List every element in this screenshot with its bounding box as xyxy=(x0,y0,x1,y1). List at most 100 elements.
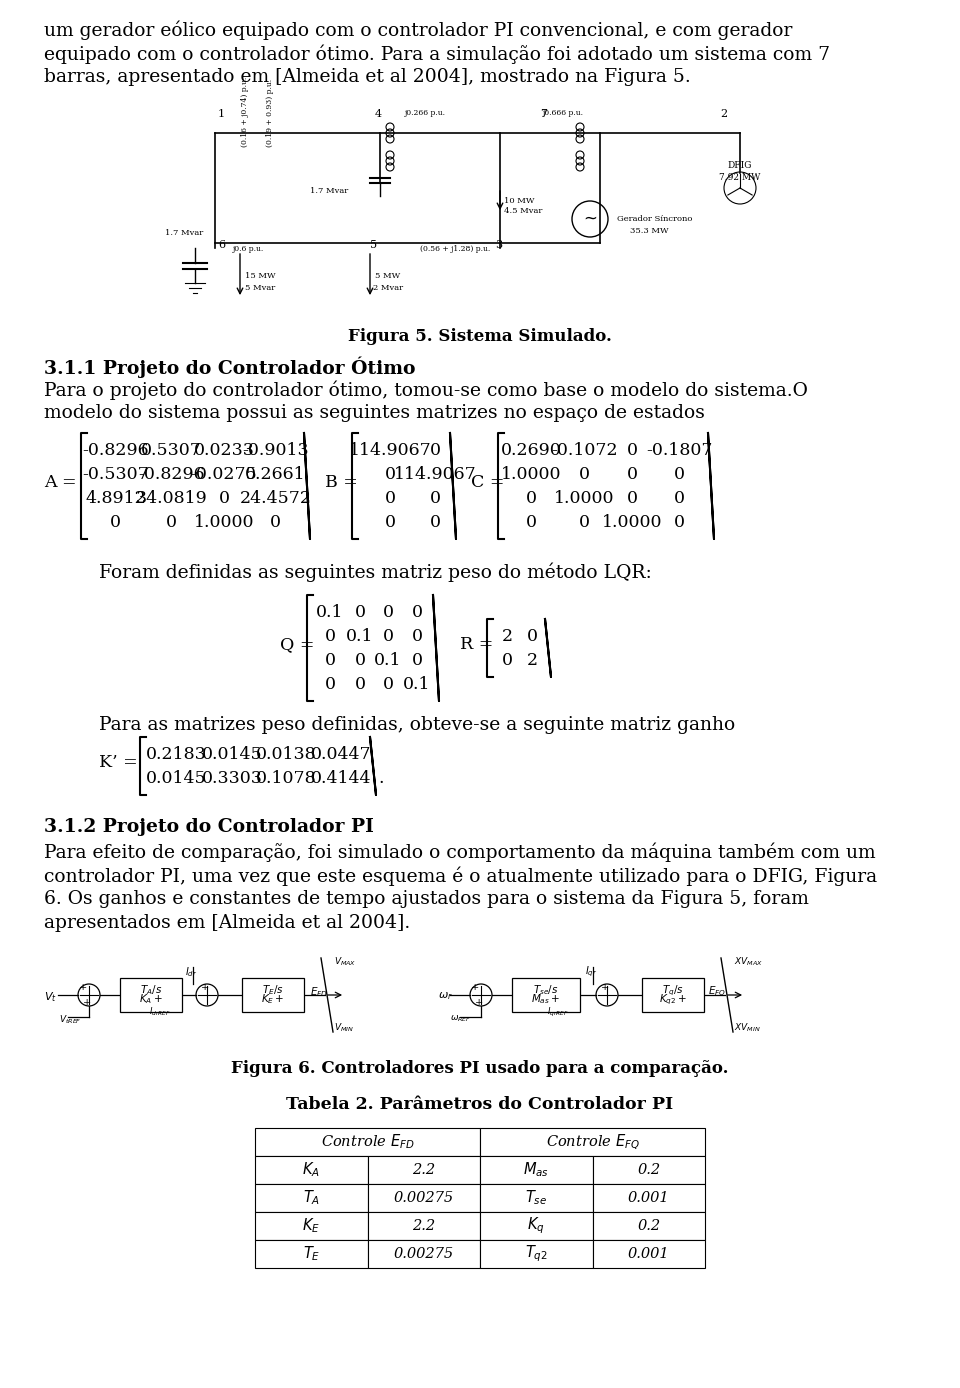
Text: 0.2690: 0.2690 xyxy=(500,441,562,458)
Text: $E_{FD}$: $E_{FD}$ xyxy=(310,985,328,999)
Text: Figura 6. Controladores PI usado para a comparação.: Figura 6. Controladores PI usado para a … xyxy=(231,1060,729,1077)
Text: 2 Mvar: 2 Mvar xyxy=(373,285,403,291)
Text: 3.1.2 Projeto do Controlador PI: 3.1.2 Projeto do Controlador PI xyxy=(44,818,373,836)
Bar xyxy=(480,1184,592,1212)
Bar xyxy=(512,979,580,1012)
Text: 2: 2 xyxy=(526,651,538,669)
Text: Figura 5. Sistema Simulado.: Figura 5. Sistema Simulado. xyxy=(348,328,612,346)
Text: Gerador Síncrono: Gerador Síncrono xyxy=(617,215,692,223)
Text: $T_E$: $T_E$ xyxy=(302,1245,320,1263)
Text: -0.0275: -0.0275 xyxy=(191,465,257,483)
Text: 0.0233: 0.0233 xyxy=(194,441,254,458)
Text: $I_{qrREF}$: $I_{qrREF}$ xyxy=(547,1006,569,1019)
Text: 1.7 Mvar: 1.7 Mvar xyxy=(165,229,204,237)
Text: 2.2: 2.2 xyxy=(412,1163,435,1177)
Text: Para efeito de comparação, foi simulado o comportamento da máquina também com um: Para efeito de comparação, foi simulado … xyxy=(44,843,876,862)
Text: 0: 0 xyxy=(385,490,396,507)
Text: 1: 1 xyxy=(218,110,226,119)
Text: Q =: Q = xyxy=(280,636,315,652)
Text: Tabela 2. Parâmetros do Controlador PI: Tabela 2. Parâmetros do Controlador PI xyxy=(286,1097,674,1113)
Text: 1.0000: 1.0000 xyxy=(554,490,614,507)
Text: $\omega_r$: $\omega_r$ xyxy=(438,990,453,1002)
Text: 114.9067: 114.9067 xyxy=(394,465,476,483)
Text: $XV_{MIN}$: $XV_{MIN}$ xyxy=(734,1022,760,1034)
Text: $M_{as}$: $M_{as}$ xyxy=(523,1160,549,1180)
Text: C =: C = xyxy=(471,473,505,491)
Text: (0.19 + 0.93) p.u.: (0.19 + 0.93) p.u. xyxy=(266,79,274,147)
Bar xyxy=(642,979,704,1012)
Text: 0.0145: 0.0145 xyxy=(146,769,206,787)
Text: Para o projeto do controlador ótimo, tomou-se como base o modelo do sistema.O: Para o projeto do controlador ótimo, tom… xyxy=(44,380,808,400)
Text: $T_q/s$: $T_q/s$ xyxy=(662,983,684,998)
Text: 6. Os ganhos e constantes de tempo ajustados para o sistema da Figura 5, foram: 6. Os ganhos e constantes de tempo ajust… xyxy=(44,890,809,908)
Text: 0.4144: 0.4144 xyxy=(311,769,372,787)
Text: $M_{as} +$: $M_{as} +$ xyxy=(532,992,561,1006)
Text: $T_A$: $T_A$ xyxy=(302,1188,320,1208)
Text: 4: 4 xyxy=(375,110,382,119)
Text: 114.9067: 114.9067 xyxy=(348,441,431,458)
Text: $V_{MIN}$: $V_{MIN}$ xyxy=(334,1022,354,1034)
Text: $V_{MAX}$: $V_{MAX}$ xyxy=(334,955,356,967)
Text: 0.5307: 0.5307 xyxy=(141,441,202,458)
Text: 0: 0 xyxy=(674,514,685,530)
Text: $V_{tREF}$: $V_{tREF}$ xyxy=(59,1013,82,1026)
Bar xyxy=(368,1239,480,1269)
Text: 0.1: 0.1 xyxy=(316,604,344,620)
Text: 0: 0 xyxy=(429,514,441,530)
Bar xyxy=(255,1128,480,1156)
Text: 0.2183: 0.2183 xyxy=(146,745,206,762)
Text: 1.7 Mvar: 1.7 Mvar xyxy=(310,187,348,194)
Text: +: + xyxy=(475,998,483,1008)
Text: $XV_{MAX}$: $XV_{MAX}$ xyxy=(734,955,763,967)
Text: +: + xyxy=(79,983,87,992)
Bar xyxy=(592,1212,705,1239)
Text: 0.2: 0.2 xyxy=(637,1219,660,1233)
Text: 0.1: 0.1 xyxy=(374,651,401,669)
Text: 7: 7 xyxy=(540,110,547,119)
Text: $K_E$: $K_E$ xyxy=(302,1217,321,1235)
Text: $E_{FQ}$: $E_{FQ}$ xyxy=(708,985,726,1001)
Bar xyxy=(480,1212,592,1239)
Text: -0.8296: -0.8296 xyxy=(138,465,204,483)
Text: $V_t$: $V_t$ xyxy=(44,990,57,1004)
Text: 0: 0 xyxy=(166,514,177,530)
Text: 0: 0 xyxy=(385,465,396,483)
Text: Para as matrizes peso definidas, obteve-se a seguinte matriz ganho: Para as matrizes peso definidas, obteve-… xyxy=(99,716,735,734)
Text: $K_E +$: $K_E +$ xyxy=(261,992,285,1006)
Text: 5 Mvar: 5 Mvar xyxy=(245,285,276,291)
Text: 1.0000: 1.0000 xyxy=(602,514,662,530)
Text: controlador PI, uma vez que este esquema é o atualmente utilizado para o DFIG, F: controlador PI, uma vez que este esquema… xyxy=(44,866,877,886)
Text: 0: 0 xyxy=(412,627,422,644)
Text: $T_{q2}$: $T_{q2}$ xyxy=(525,1244,547,1264)
Text: 4.5 Mvar: 4.5 Mvar xyxy=(504,207,542,215)
Text: 0: 0 xyxy=(525,490,537,507)
Text: 0.0138: 0.0138 xyxy=(255,745,316,762)
Text: 0: 0 xyxy=(412,651,422,669)
Text: $I_{qr}$: $I_{qr}$ xyxy=(585,965,597,980)
Text: 10 MW: 10 MW xyxy=(504,197,535,205)
Text: 0: 0 xyxy=(382,604,394,620)
Text: 2.2: 2.2 xyxy=(412,1219,435,1233)
Text: 0: 0 xyxy=(627,465,637,483)
Text: .: . xyxy=(378,769,383,787)
Text: A =: A = xyxy=(44,473,77,491)
Text: Controle $E_{FD}$: Controle $E_{FD}$ xyxy=(321,1133,415,1152)
Bar xyxy=(480,1239,592,1269)
Text: -0.5307: -0.5307 xyxy=(83,465,149,483)
Text: -0.8296: -0.8296 xyxy=(83,441,149,458)
Text: Foram definidas as seguintes matriz peso do método LQR:: Foram definidas as seguintes matriz peso… xyxy=(99,562,652,582)
Text: R =: R = xyxy=(460,636,493,652)
Text: Controle $E_{FQ}$: Controle $E_{FQ}$ xyxy=(545,1133,639,1152)
Text: um gerador eólico equipado com o controlador PI convencional, e com gerador: um gerador eólico equipado com o control… xyxy=(44,19,792,39)
Text: (0.56 + j1.28) p.u.: (0.56 + j1.28) p.u. xyxy=(420,246,491,253)
Text: -0.9013: -0.9013 xyxy=(242,441,309,458)
Text: 0: 0 xyxy=(412,604,422,620)
Text: 0: 0 xyxy=(324,651,335,669)
Text: -0.1807: -0.1807 xyxy=(646,441,712,458)
Text: 0.0447: 0.0447 xyxy=(311,745,372,762)
Bar xyxy=(368,1184,480,1212)
Text: $K_q$: $K_q$ xyxy=(527,1216,545,1237)
Text: 0: 0 xyxy=(579,465,590,483)
Text: 0: 0 xyxy=(674,490,685,507)
Text: equipado com o controlador ótimo. Para a simulação foi adotado um sistema com 7: equipado com o controlador ótimo. Para a… xyxy=(44,44,830,64)
